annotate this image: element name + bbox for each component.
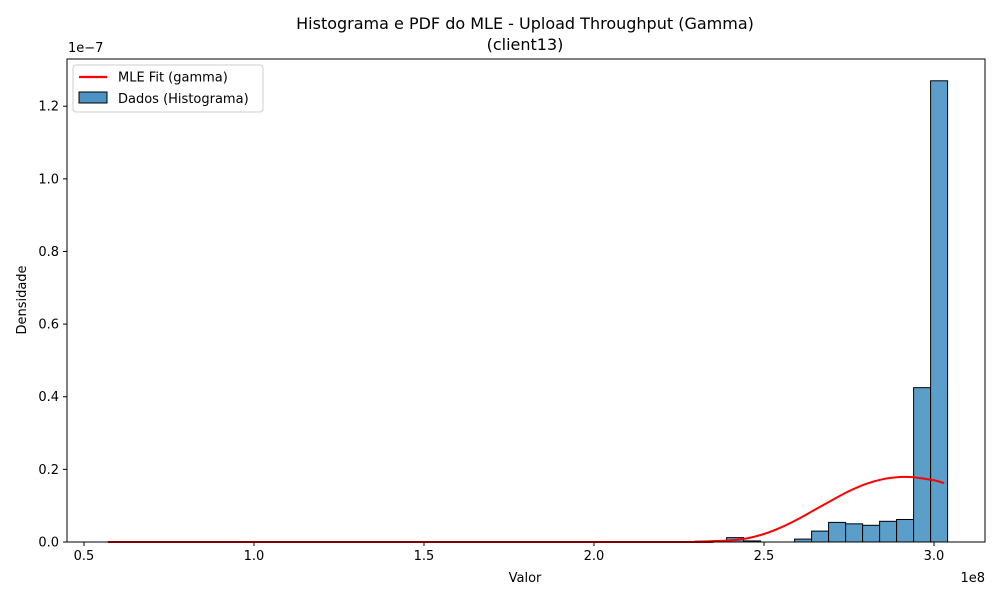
plot-area bbox=[66, 58, 986, 544]
x-tick-label-5: 3.0 bbox=[924, 549, 945, 564]
x-tick-label-2: 1.5 bbox=[414, 549, 435, 564]
legend-box bbox=[72, 64, 264, 113]
y-tick-label-1: 0.2 bbox=[38, 463, 59, 478]
x-tick-label-3: 2.0 bbox=[584, 549, 605, 564]
histogram-bar-7 bbox=[879, 520, 898, 543]
y-tick-label-6: 1.2 bbox=[38, 100, 59, 115]
histogram-bar-4 bbox=[828, 521, 847, 543]
x-axis-label: Valor bbox=[509, 571, 542, 586]
x-tick-label-1: 1.0 bbox=[244, 549, 265, 564]
histogram-bar-6 bbox=[862, 524, 881, 543]
histogram-bar-3 bbox=[811, 530, 830, 543]
histogram-bar-5 bbox=[845, 523, 864, 543]
chart-title-line1: Histograma e PDF do MLE - Upload Through… bbox=[296, 14, 754, 33]
y-axis-ticks: 0.0 0.2 0.4 0.6 0.8 1.0 1.2 bbox=[38, 100, 67, 551]
legend-patch-swatch bbox=[78, 91, 108, 104]
histogram-bars bbox=[726, 80, 949, 543]
y-tick-label-3: 0.6 bbox=[38, 318, 59, 333]
y-axis-label: Densidade bbox=[15, 265, 30, 334]
y-tick-label-0: 0.0 bbox=[38, 536, 59, 551]
x-offset-label: 1e8 bbox=[960, 571, 985, 586]
histogram-bar-10 bbox=[930, 80, 949, 543]
legend-label-hist: Dados (Histograma) bbox=[118, 92, 249, 107]
chart-title-line2: (client13) bbox=[487, 35, 564, 54]
y-offset-label: 1e−7 bbox=[68, 41, 103, 56]
y-tick-label-4: 0.8 bbox=[38, 245, 59, 260]
y-tick-label-5: 1.0 bbox=[38, 172, 59, 187]
x-axis-ticks: 0.5 1.0 1.5 2.0 2.5 3.0 bbox=[74, 542, 945, 564]
legend: MLE Fit (gamma) Dados (Histograma) bbox=[72, 64, 264, 113]
histogram-bar-9 bbox=[913, 387, 932, 543]
legend-label-mle: MLE Fit (gamma) bbox=[118, 71, 228, 86]
axes-frame bbox=[66, 58, 986, 543]
histogram-bar-8 bbox=[896, 518, 915, 543]
x-tick-label-4: 2.5 bbox=[754, 549, 775, 564]
x-tick-label-0: 0.5 bbox=[74, 549, 95, 564]
y-tick-label-2: 0.4 bbox=[38, 390, 59, 405]
